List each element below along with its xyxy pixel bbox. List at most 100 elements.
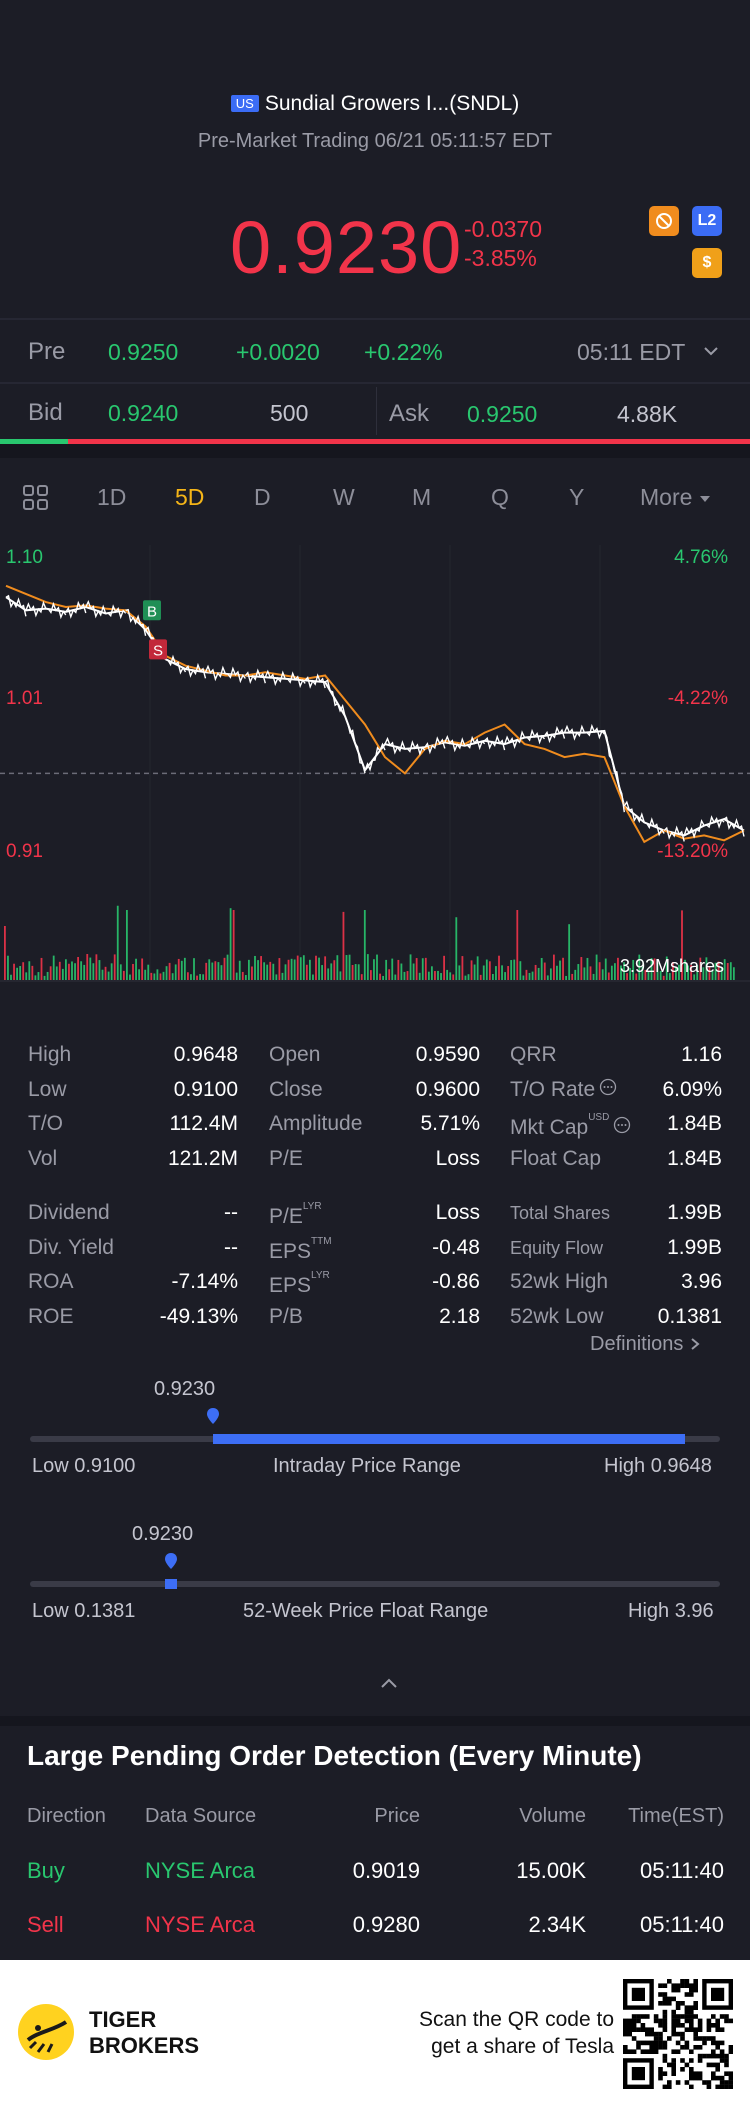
volume-bar — [577, 964, 580, 980]
stat-label: P/ELYR — [269, 1201, 322, 1229]
volume-bar — [74, 963, 76, 980]
volume-bar — [214, 961, 217, 980]
tab-w[interactable]: W — [333, 484, 355, 510]
volume-bar — [299, 957, 302, 980]
volume-bar — [25, 972, 28, 980]
qr-module — [653, 2049, 659, 2054]
volume-bar — [373, 959, 375, 980]
volume-bar — [549, 968, 552, 980]
qr-module — [640, 2049, 646, 2054]
volume-bar — [501, 965, 503, 980]
qr-module — [689, 2071, 694, 2076]
tab-d[interactable]: D — [254, 484, 271, 510]
grid-icon[interactable] — [22, 484, 50, 517]
qr-module — [662, 1996, 668, 2002]
volume-bar — [272, 963, 275, 980]
qr-module — [719, 2080, 725, 2085]
volume-bar — [61, 968, 64, 980]
volume-bar — [211, 962, 214, 980]
volume-bar — [678, 964, 680, 980]
tab-q[interactable]: Q — [491, 484, 509, 510]
tab-m[interactable]: M — [412, 484, 432, 510]
volume-bar — [144, 969, 147, 980]
volume-bar — [40, 957, 43, 980]
volume-bar — [449, 972, 452, 980]
qr-module — [658, 2071, 663, 2076]
volume-bar — [238, 960, 241, 980]
qr-module — [653, 2036, 659, 2041]
qr-module — [636, 2027, 641, 2032]
qr-module — [728, 2075, 733, 2081]
qr-module — [640, 2040, 646, 2046]
qr-code[interactable] — [623, 1979, 733, 2089]
qr-module — [675, 2014, 681, 2019]
qr-module — [675, 1987, 681, 1993]
sell-marker-label: S — [153, 642, 163, 659]
volume-bar — [43, 975, 46, 980]
qr-module — [724, 2058, 729, 2063]
qr-module — [711, 2071, 716, 2076]
qr-module — [680, 2031, 685, 2037]
table-header: Volume — [519, 1805, 586, 1827]
volume-bar — [241, 971, 244, 980]
qr-module — [667, 1996, 672, 2002]
y-axis-label-right: -13.20% — [657, 841, 728, 862]
table-cell-price: 0.9280 — [352, 1912, 420, 1937]
stat-superscript: TTM — [311, 1236, 332, 1247]
volume-bar — [504, 972, 506, 980]
volume-bar — [687, 965, 689, 980]
stat-value: 0.9590 — [415, 1043, 480, 1066]
qr-module — [667, 2036, 672, 2041]
volume-bar — [495, 966, 497, 980]
no-entry-icon[interactable] — [649, 206, 679, 236]
qr-module — [711, 2075, 716, 2081]
price-line-detail — [623, 800, 645, 824]
stat-label-text: P/E — [269, 1205, 303, 1228]
qr-module — [627, 2023, 632, 2028]
qr-module — [697, 2036, 703, 2041]
price-chart[interactable]: B S 1.10 1.01 0.91 4.76% -4.22% -13.20% 3.92Msha… — [0, 535, 750, 990]
qr-module — [693, 2036, 698, 2041]
qr-module — [667, 1979, 672, 1984]
tab-y[interactable]: Y — [569, 484, 585, 510]
price-line-detail — [444, 734, 466, 753]
pre-time[interactable]: 05:11 EDT — [577, 339, 686, 365]
table-cell-time: 05:11:40 — [639, 1858, 724, 1883]
volume-bar — [183, 957, 186, 980]
qr-module — [706, 2027, 712, 2032]
l2-icon[interactable]: L2 — [692, 206, 722, 236]
volume-bar — [610, 965, 613, 980]
tab-1d[interactable]: 1D — [97, 484, 127, 510]
info-icon[interactable] — [599, 1078, 617, 1096]
volume-bar — [647, 971, 650, 980]
volume-bar — [415, 958, 418, 980]
dollar-icon[interactable]: $ — [692, 248, 722, 278]
qr-module — [728, 2080, 733, 2085]
qr-module — [702, 2080, 707, 2085]
qr-module — [662, 2053, 668, 2059]
ask-price: 0.9250 — [467, 401, 538, 427]
tab-5d[interactable]: 5D — [175, 484, 205, 510]
volume-bar — [196, 975, 198, 980]
qr-module — [671, 2058, 676, 2063]
qr-module — [684, 2005, 690, 2010]
qr-finder — [631, 2067, 645, 2081]
chevron-up-icon[interactable] — [379, 1676, 399, 1695]
info-icon[interactable] — [613, 1116, 631, 1134]
volume-bar — [336, 955, 339, 980]
qr-module — [689, 2058, 694, 2063]
volume-bar — [58, 961, 61, 980]
table-header: Data Source — [145, 1805, 257, 1827]
qr-module — [711, 2053, 716, 2059]
definitions-link[interactable]: Definitions — [590, 1333, 701, 1356]
chevron-down-icon[interactable] — [702, 342, 720, 365]
qr-module — [623, 2045, 628, 2050]
volume-bar — [717, 961, 720, 980]
qr-module — [675, 2080, 681, 2085]
qr-module — [684, 2080, 690, 2085]
intraday-title: Intraday Price Range — [273, 1455, 461, 1477]
volume-bar — [525, 969, 528, 980]
tab-more[interactable]: More — [640, 484, 712, 511]
volume-bar — [553, 954, 555, 980]
stat-label-text: QRR — [510, 1043, 557, 1066]
